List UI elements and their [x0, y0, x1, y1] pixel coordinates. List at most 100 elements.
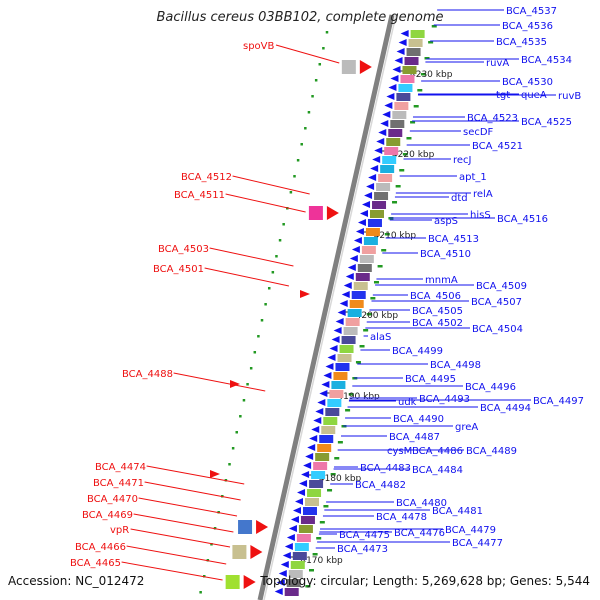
- reverse-gene-label: BCA_4479: [445, 525, 496, 536]
- reverse-gene-label: udk: [398, 397, 417, 408]
- reverse-gene-label: aspS: [434, 216, 458, 227]
- gene-block: [388, 129, 403, 137]
- gene-block: [355, 273, 370, 281]
- forward-gene-block: [238, 520, 253, 534]
- kbp-tick-label: 4190 kbp: [337, 392, 380, 402]
- reverse-gene-arrow: [345, 273, 354, 280]
- reverse-gene-arrow: [288, 525, 297, 532]
- gene-block: [343, 327, 358, 335]
- reverse-gene-label: BCA_4536: [502, 21, 553, 32]
- reverse-gene-label: BCA_4496: [465, 382, 516, 393]
- gene-block: [307, 489, 322, 497]
- gene-block: [372, 201, 387, 209]
- reverse-gene-arrow: [400, 30, 409, 37]
- reverse-gene-label: ruvB: [558, 91, 581, 102]
- kbp-tick-label: 4220 kbp: [392, 150, 435, 160]
- gene-block: [384, 147, 399, 155]
- scale-dot: [199, 591, 202, 594]
- gene-block: [327, 399, 342, 407]
- reverse-gene-arrow: [362, 201, 371, 208]
- reverse-gene-label: BCA_4510: [420, 249, 471, 260]
- scale-dot: [322, 47, 325, 50]
- scale-dot: [260, 319, 264, 322]
- reverse-gene-label: dtd: [451, 193, 468, 204]
- reverse-gene-label: BCA_4475: [339, 530, 390, 541]
- scale-dot: [428, 41, 434, 44]
- gene-block: [394, 102, 409, 110]
- reverse-gene-label: BCA_4505: [412, 306, 463, 317]
- forward-gene-arrow: [300, 290, 310, 298]
- forward-label-leader: [133, 513, 234, 533]
- scale-dot: [399, 169, 405, 172]
- scale-dot: [318, 63, 322, 66]
- forward-gene-label: BCA_4512: [181, 172, 232, 183]
- forward-gene-label: BCA_4501: [153, 264, 204, 275]
- reverse-gene-arrow: [325, 363, 334, 370]
- forward-gene-label: BCA_4503: [158, 244, 209, 255]
- scale-dot: [271, 271, 275, 274]
- accession-label: Accession: NC_012472: [8, 574, 145, 588]
- reverse-gene-arrow: [282, 552, 291, 559]
- forward-gene-block: [225, 575, 240, 589]
- scale-dot: [235, 431, 238, 434]
- reverse-gene-arrow: [335, 318, 344, 325]
- gene-block: [347, 309, 362, 317]
- kbp-tick-label: 4170 kbp: [300, 556, 343, 566]
- gene-block: [400, 75, 415, 83]
- forward-label-leader: [138, 497, 238, 517]
- gene-block: [311, 471, 326, 479]
- scale-dot: [420, 73, 426, 76]
- reverse-gene-arrow: [378, 129, 387, 136]
- gene-block: [300, 516, 315, 524]
- reverse-gene-arrow: [311, 426, 320, 433]
- reverse-gene-arrow: [278, 570, 287, 577]
- gene-block: [335, 363, 350, 371]
- gene-block: [292, 552, 307, 560]
- scale-dot: [413, 105, 419, 108]
- reverse-gene-label: BCA_4504: [472, 324, 523, 335]
- reverse-gene-arrow: [343, 282, 352, 289]
- scale-dot: [330, 473, 336, 476]
- kbp-tick-label: 4200 kbp: [356, 311, 399, 321]
- scale-dot: [384, 233, 390, 236]
- forward-label-leader: [126, 545, 227, 565]
- gene-block: [392, 111, 407, 119]
- reverse-gene-label: BCA_4502: [412, 318, 463, 329]
- reverse-gene-arrow: [388, 84, 397, 91]
- scale-dot: [327, 489, 333, 492]
- reverse-gene-arrow: [349, 255, 358, 262]
- reverse-gene-arrow: [372, 156, 381, 163]
- reverse-gene-arrow: [396, 48, 405, 55]
- gene-block: [296, 534, 311, 542]
- scale-dot: [242, 399, 246, 402]
- reverse-gene-label: BCA_4493: [419, 394, 470, 405]
- scale-dot: [392, 201, 398, 204]
- reverse-gene-arrow: [392, 66, 401, 73]
- gene-block: [396, 93, 411, 101]
- scale-dot: [377, 265, 383, 268]
- reverse-gene-arrow: [353, 237, 362, 244]
- reverse-gene-arrow: [331, 336, 340, 343]
- reverse-gene-label: BCA_4495: [405, 374, 456, 385]
- scale-dot: [282, 223, 285, 226]
- reverse-gene-arrow: [274, 588, 283, 595]
- scale-dot: [334, 457, 340, 460]
- reverse-gene-label: greA: [455, 422, 478, 433]
- scale-dot: [359, 345, 365, 348]
- gene-block: [376, 183, 391, 191]
- reverse-gene-arrow: [305, 453, 314, 460]
- gene-block: [351, 291, 366, 299]
- reverse-gene-label: BCA_4535: [496, 37, 547, 48]
- forward-gene-arrow: [360, 62, 370, 70]
- reverse-gene-arrow: [321, 381, 330, 388]
- gene-block: [404, 57, 419, 65]
- reverse-gene-label: BCA_4530: [502, 77, 553, 88]
- scale-dot: [308, 569, 314, 572]
- scale-dot: [311, 95, 314, 98]
- reverse-gene-label: BCA_4509: [476, 281, 527, 292]
- gene-block: [370, 210, 384, 218]
- gene-block: [305, 498, 320, 506]
- reverse-gene-arrow: [351, 246, 360, 253]
- forward-gene-arrow: [210, 470, 220, 478]
- gene-block: [378, 174, 393, 182]
